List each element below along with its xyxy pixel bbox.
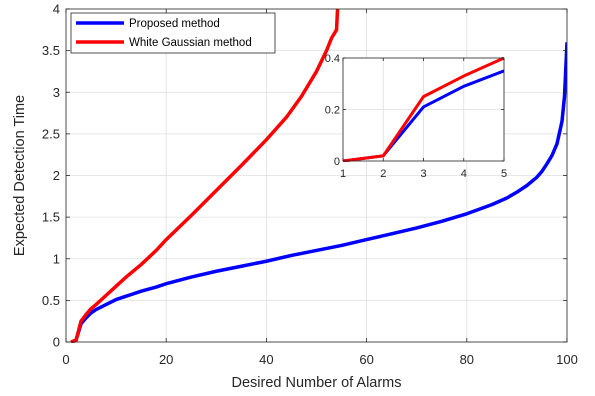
inset-x-tick-label: 3 <box>420 168 426 180</box>
inset-y-tick-label: 0.4 <box>325 53 340 65</box>
main-y-tick-label: 1 <box>53 251 60 266</box>
inset-x-tick-label: 4 <box>461 168 467 180</box>
main-y-tick-label: 3 <box>53 85 60 100</box>
main-series-line-1 <box>70 8 340 343</box>
main-series-line-0 <box>70 42 567 343</box>
inset-tick-labels: 1 2 3 4 5 0 0.2 0.4 <box>325 53 507 180</box>
legend-label-white-gaussian: White Gaussian method <box>129 37 252 49</box>
inset-x-tick-label: 1 <box>340 168 346 180</box>
main-x-tick-label: 40 <box>259 352 273 367</box>
main-x-tick-label: 100 <box>556 352 578 367</box>
main-x-tick-label: 80 <box>460 352 474 367</box>
main-y-tick-label: 2 <box>53 168 60 183</box>
inset-x-tick-label: 2 <box>380 168 386 180</box>
legend-box <box>70 12 276 54</box>
main-x-tick-label: 60 <box>359 352 373 367</box>
inset-y-tick-label: 0 <box>334 156 340 168</box>
y-axis-label: Expected Detection Time <box>12 95 28 256</box>
main-ticks <box>65 8 568 343</box>
inset-chart: 1 2 3 4 5 0 0.2 0.4 <box>325 53 507 180</box>
legend-label-proposed: Proposed method <box>129 18 220 30</box>
inset-series-line-1 <box>343 57 504 162</box>
main-y-tick-label: 3.5 <box>42 43 60 58</box>
inset-plot-lines <box>343 57 504 162</box>
inset-ticks <box>342 57 505 162</box>
main-y-tick-label: 2.5 <box>42 126 60 141</box>
main-y-tick-label: 4 <box>53 2 60 17</box>
main-x-tick-label: 0 <box>62 352 69 367</box>
main-plot-lines <box>70 8 567 343</box>
inset-x-tick-label: 5 <box>501 168 507 180</box>
main-y-tick-label: 1.5 <box>42 210 60 225</box>
x-axis-label: Desired Number of Alarms <box>231 375 401 391</box>
legend: Proposed method White Gaussian method <box>70 12 276 54</box>
main-y-tick-label: 0 <box>53 335 60 350</box>
inset-y-tick-label: 0.2 <box>325 105 340 117</box>
main-y-tick-label: 0.5 <box>42 293 60 308</box>
main-x-tick-label: 20 <box>159 352 173 367</box>
